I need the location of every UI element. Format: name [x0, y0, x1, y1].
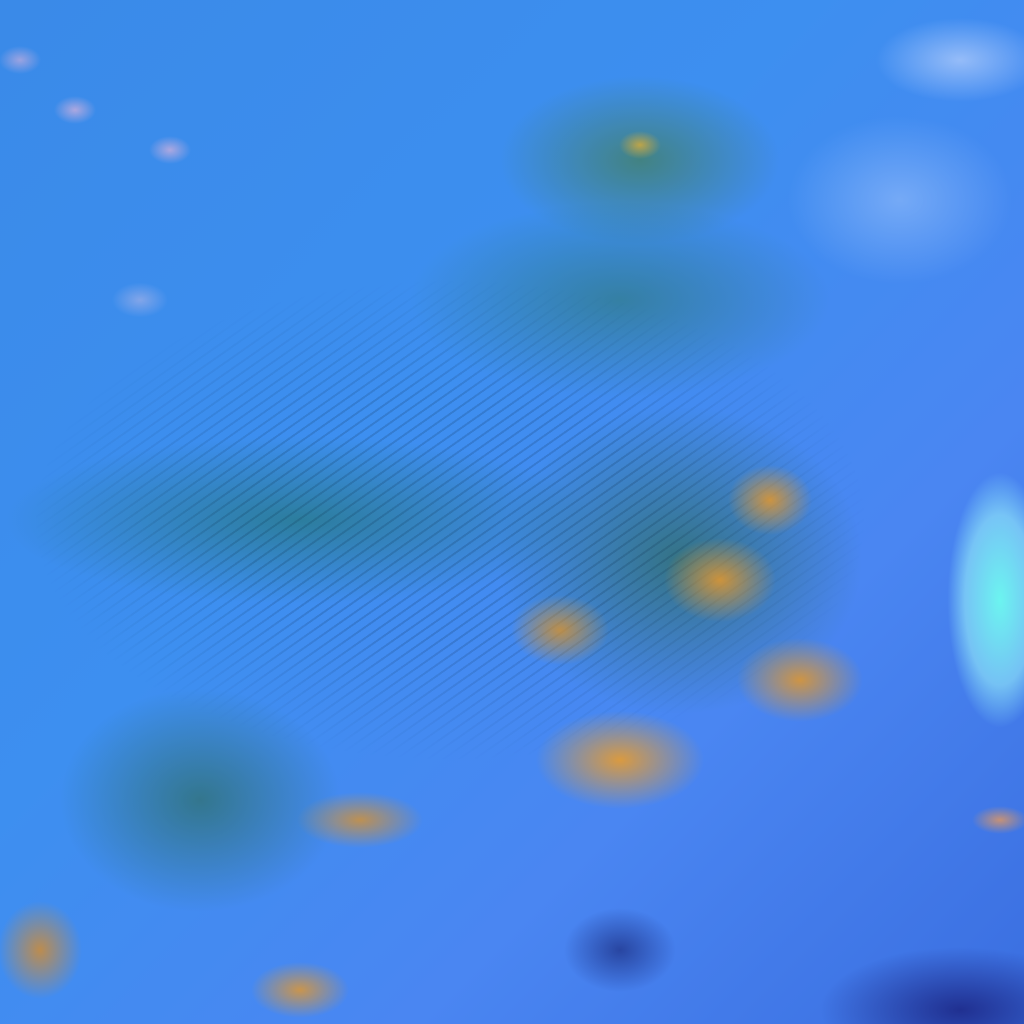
dark-regions [0, 0, 1024, 1024]
satellite-image [0, 0, 1024, 1024]
